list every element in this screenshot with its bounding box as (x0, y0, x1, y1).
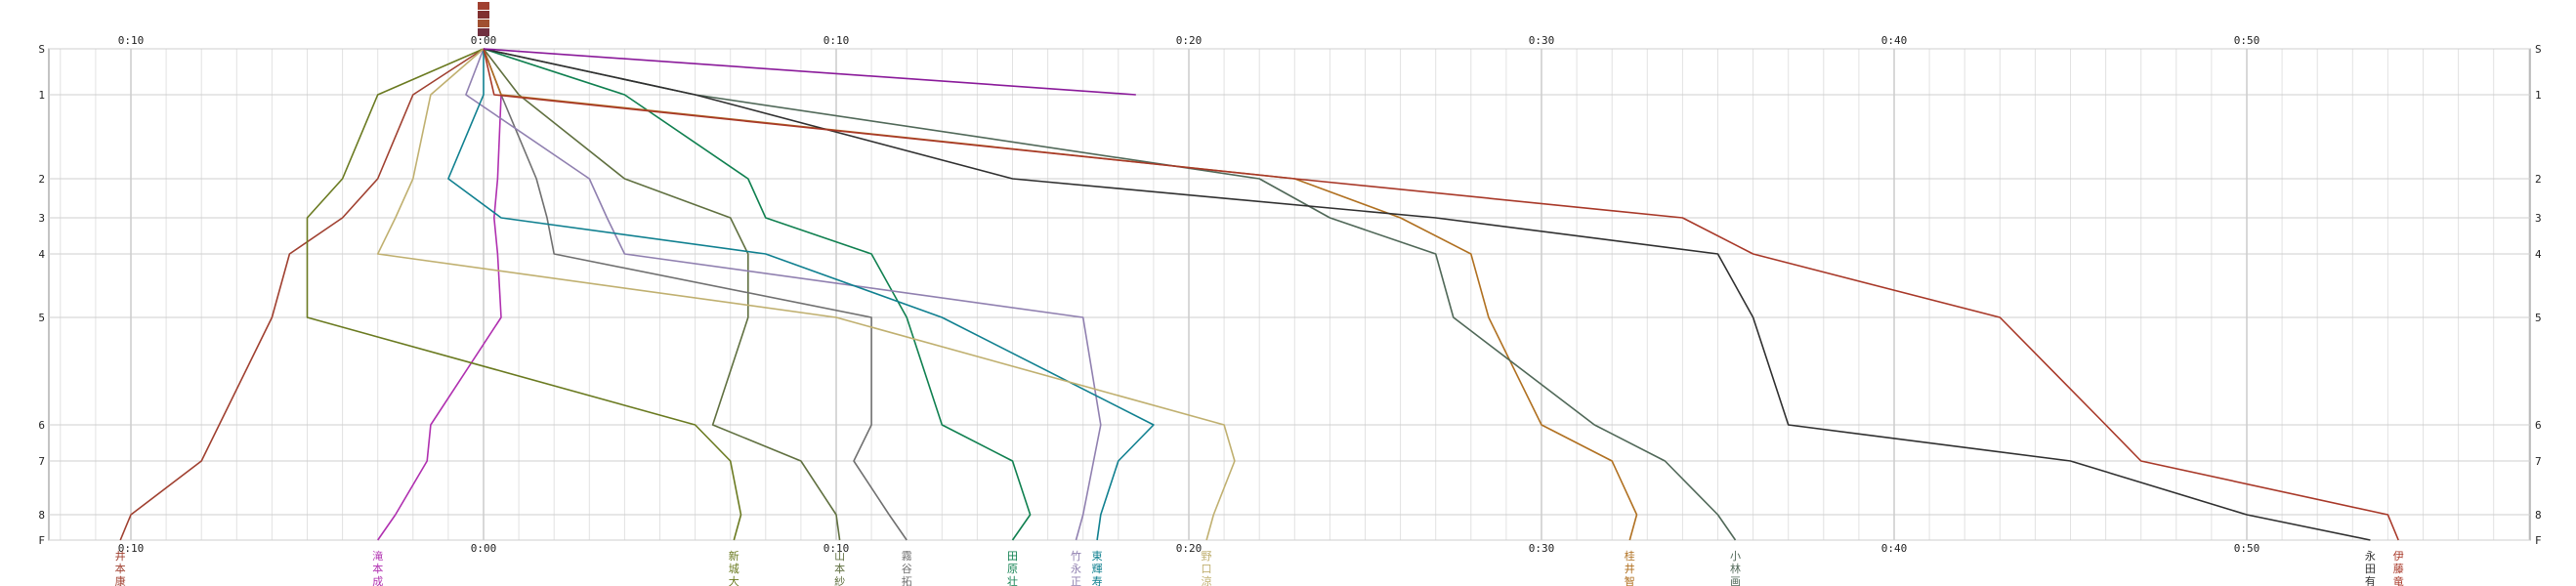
series-name-label: 画 (1730, 575, 1741, 586)
series-name-label: 康 (115, 574, 126, 586)
series-name-label: 輝 (1092, 563, 1103, 575)
series-line (483, 48, 841, 541)
x-tick-label-bottom: 0:50 (2234, 542, 2260, 555)
x-tick-label-top: 0:20 (1176, 34, 1203, 47)
series-name-label: 紗 (834, 575, 845, 586)
series-name-label: 山 (834, 550, 845, 563)
series-name-label: 成 (372, 575, 383, 586)
series-name-label: 涼 (1202, 574, 1212, 586)
series-line (447, 49, 1155, 541)
series-name-label: 小 (1730, 550, 1741, 563)
series-name-label: 霧 (902, 550, 912, 563)
series-name-label: 伊 (2393, 550, 2404, 563)
x-tick-label-top: 0:30 (1529, 34, 1555, 47)
series-line (483, 48, 908, 541)
row-label-left: 4 (38, 248, 45, 261)
series-name-label: 正 (1071, 575, 1081, 586)
x-tick-label-top: 0:10 (118, 34, 145, 47)
row-label-right: 6 (2535, 419, 2542, 432)
series-line (483, 48, 1136, 96)
series-name-label: 本 (372, 562, 383, 575)
series-line (119, 48, 485, 541)
series-name-label: 智 (1625, 574, 1635, 586)
x-tick-label-bottom: 0:30 (1529, 542, 1555, 555)
series-name-label: 本 (834, 562, 845, 575)
series-name-label: 原 (1007, 563, 1018, 575)
start-marker (478, 2, 489, 10)
series-line (483, 48, 1737, 541)
start-marker (478, 11, 489, 19)
series-name-label: 壮 (1007, 575, 1018, 586)
row-label-left: 5 (38, 312, 45, 324)
series-name-label: 野 (1202, 550, 1212, 563)
series-name-label: 永 (1071, 562, 1081, 575)
row-label-left: 2 (38, 173, 45, 186)
series-name-label: 井 (1625, 562, 1635, 575)
series-line (376, 48, 1236, 541)
row-label-left: F (38, 534, 45, 547)
series-name-label: 城 (729, 563, 739, 575)
x-tick-label-bottom: 0:10 (823, 542, 850, 555)
series-name-label: 寿 (1092, 574, 1103, 586)
row-label-right: 1 (2535, 89, 2542, 102)
row-label-left: 8 (38, 509, 45, 522)
series-name-label: 田 (1007, 550, 1018, 563)
start-marker (478, 20, 489, 27)
x-tick-label-top: 0:10 (823, 34, 850, 47)
series-name-label: 桂 (1625, 549, 1635, 563)
row-label-right: 3 (2535, 212, 2542, 225)
series-name-label: 大 (729, 574, 739, 586)
series-name-label: 林 (1730, 562, 1741, 575)
row-label-left: 3 (38, 212, 45, 225)
series-name-label: 竜 (2393, 574, 2404, 586)
series-name-label: 田 (2365, 563, 2376, 575)
series-line (483, 48, 2399, 541)
series-line (306, 48, 742, 541)
series-name-label: 藤 (2393, 563, 2404, 575)
series-name-label: 滝 (372, 550, 383, 563)
row-label-right: S (2535, 43, 2542, 56)
series-line (377, 48, 502, 541)
series-name-label: 井 (115, 549, 126, 563)
series-name-label: 谷 (902, 563, 912, 575)
row-label-right: 4 (2535, 248, 2542, 261)
x-tick-label-bottom: 0:40 (1881, 542, 1908, 555)
series-line (483, 48, 2371, 541)
plot-area (48, 48, 2531, 541)
x-tick-label-top: 0:00 (471, 34, 497, 47)
series-name-label: 拓 (902, 574, 912, 586)
series-name-label: 新 (729, 549, 739, 563)
start-marker (478, 28, 489, 36)
row-label-left: 6 (38, 419, 45, 432)
series-name-label: 口 (1202, 563, 1212, 575)
x-tick-label-top: 0:50 (2234, 34, 2260, 47)
row-label-right: 7 (2535, 455, 2542, 468)
row-label-right: F (2535, 534, 2542, 547)
x-tick-label-bottom: 0:00 (471, 542, 497, 555)
row-label-left: 1 (38, 89, 45, 102)
row-label-left: S (38, 43, 45, 56)
series-name-label: 東 (1092, 550, 1103, 563)
x-tick-label-bottom: 0:20 (1176, 542, 1203, 555)
row-label-left: 7 (38, 455, 45, 468)
series-name-label: 有 (2365, 574, 2376, 586)
row-label-right: 8 (2535, 509, 2542, 522)
series-name-label: 本 (115, 562, 126, 575)
series-name-label: 永 (2365, 549, 2376, 563)
x-tick-label-bottom: 0:10 (118, 542, 145, 555)
series-name-label: 竹 (1071, 549, 1081, 563)
row-label-right: 5 (2535, 312, 2542, 324)
x-tick-label-top: 0:40 (1881, 34, 1908, 47)
row-label-right: 2 (2535, 173, 2542, 186)
series-line (483, 48, 1032, 541)
